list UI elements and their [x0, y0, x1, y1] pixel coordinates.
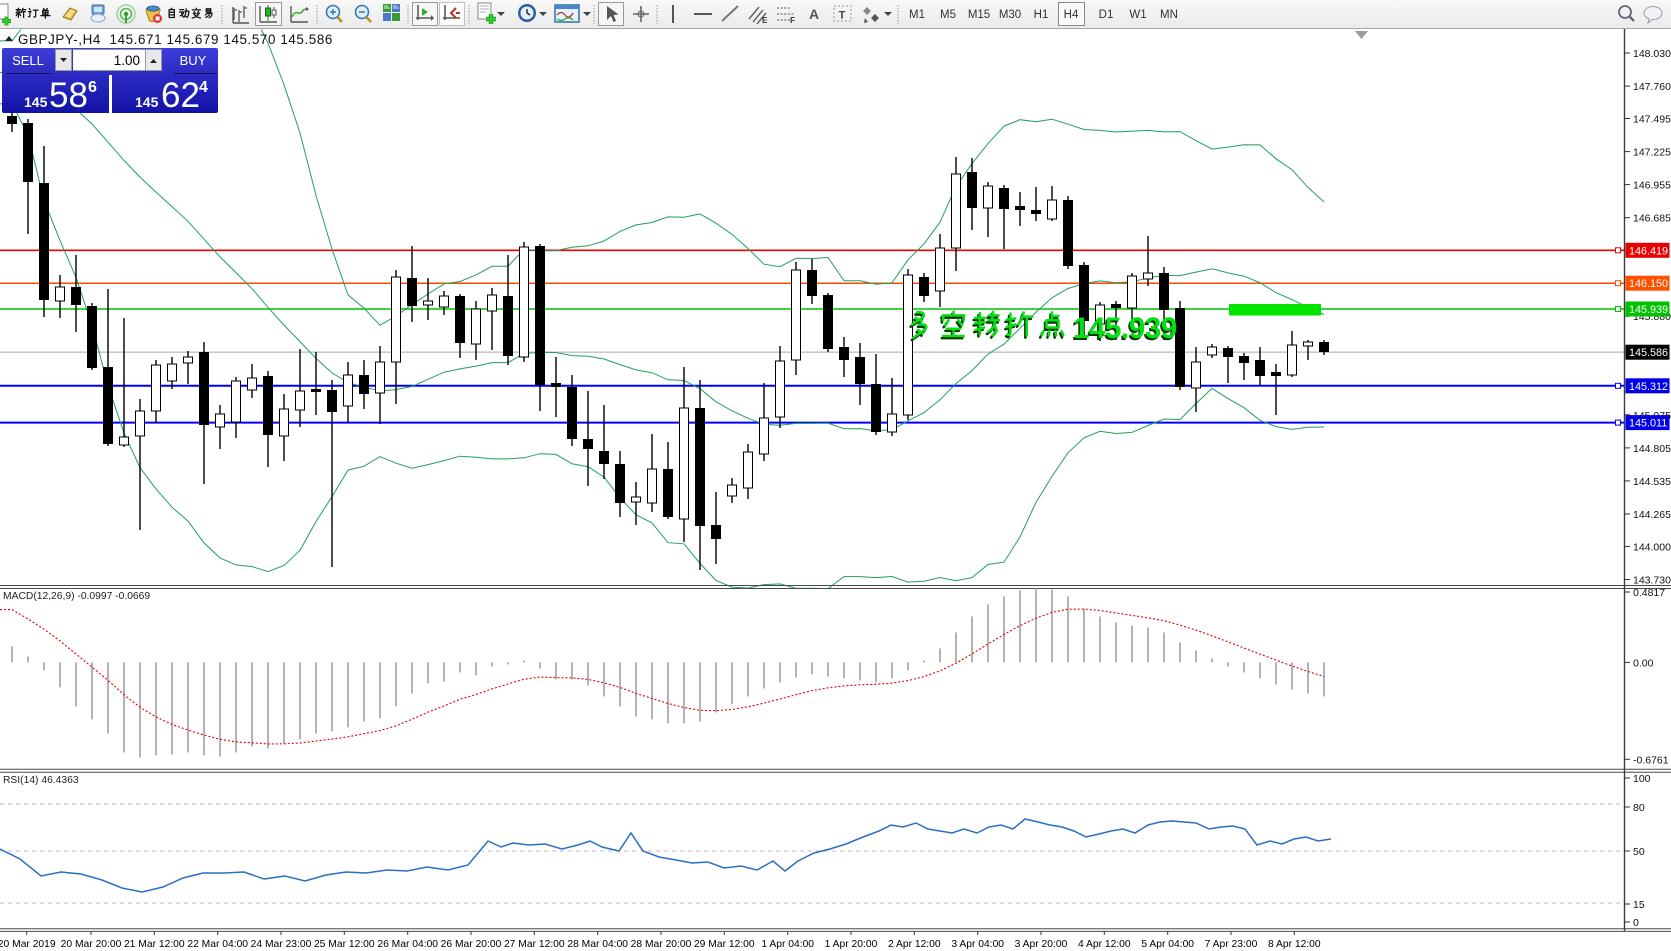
svg-text:144.000: 144.000: [1633, 541, 1671, 553]
svg-text:0.00: 0.00: [1633, 657, 1654, 669]
svg-text:28 Mar 20:00: 28 Mar 20:00: [631, 939, 692, 950]
svg-text:2 Apr 12:00: 2 Apr 12:00: [888, 939, 941, 950]
svg-text:147.495: 147.495: [1633, 114, 1671, 126]
svg-text:29 Mar 12:00: 29 Mar 12:00: [694, 939, 755, 950]
svg-text:H1: H1: [1034, 9, 1049, 21]
svg-text:24 Mar 23:00: 24 Mar 23:00: [251, 939, 312, 950]
svg-text:3 Apr 04:00: 3 Apr 04:00: [951, 939, 1004, 950]
svg-text:146.419: 146.419: [1629, 245, 1668, 257]
svg-text:27 Mar 12:00: 27 Mar 12:00: [504, 939, 565, 950]
svg-text:148.030: 148.030: [1633, 48, 1671, 60]
svg-text:T: T: [839, 10, 846, 22]
svg-text:26 Mar 04:00: 26 Mar 04:00: [377, 939, 438, 950]
svg-text:-0.6761: -0.6761: [1633, 754, 1669, 766]
svg-text:145.939: 145.939: [1073, 312, 1177, 345]
svg-text:145.312: 145.312: [1629, 381, 1668, 393]
svg-text:E: E: [762, 16, 768, 25]
svg-text:146.150: 146.150: [1629, 278, 1668, 290]
svg-text:D1: D1: [1099, 9, 1114, 21]
svg-text:5 Apr 04:00: 5 Apr 04:00: [1141, 939, 1194, 950]
svg-text:F: F: [790, 16, 795, 25]
svg-text:M5: M5: [940, 9, 956, 21]
svg-text:50: 50: [1633, 846, 1645, 858]
svg-text:145.939: 145.939: [1629, 304, 1668, 316]
svg-text:146.685: 146.685: [1633, 213, 1671, 225]
svg-text:4 Apr 12:00: 4 Apr 12:00: [1078, 939, 1131, 950]
svg-text:80: 80: [1633, 802, 1645, 814]
svg-text:MN: MN: [1160, 9, 1178, 21]
svg-text:145.939: 145.939: [1071, 314, 1175, 347]
svg-text:15: 15: [1633, 899, 1645, 911]
svg-text:A: A: [809, 6, 819, 22]
svg-text:1 Apr 04:00: 1 Apr 04:00: [761, 939, 814, 950]
svg-text:W1: W1: [1129, 9, 1146, 21]
svg-text:M15: M15: [968, 9, 990, 21]
svg-text:0: 0: [1633, 917, 1639, 929]
svg-text:144.535: 144.535: [1633, 476, 1671, 488]
svg-text:145.011: 145.011: [1629, 418, 1667, 430]
svg-text:RSI(14) 46.4363: RSI(14) 46.4363: [3, 775, 79, 786]
svg-text:145.586: 145.586: [1629, 347, 1668, 359]
svg-text:20 Mar 20:00: 20 Mar 20:00: [61, 939, 122, 950]
svg-text:100: 100: [1633, 773, 1651, 785]
svg-text:H4: H4: [1064, 9, 1079, 21]
svg-text:26 Mar 20:00: 26 Mar 20:00: [441, 939, 502, 950]
svg-text:147.225: 147.225: [1633, 147, 1671, 159]
svg-text:7 Apr 23:00: 7 Apr 23:00: [1205, 939, 1258, 950]
svg-text:25 Mar 12:00: 25 Mar 12:00: [314, 939, 375, 950]
svg-text:22 Mar 04:00: 22 Mar 04:00: [187, 939, 248, 950]
svg-text:GBPJPY-,H4 145.671 145.679 14: GBPJPY-,H4 145.671 145.679 145.570 145.5…: [18, 32, 333, 47]
svg-text:MACD(12,26,9) -0.0997 -0.0669: MACD(12,26,9) -0.0997 -0.0669: [3, 591, 150, 602]
svg-text:M30: M30: [999, 9, 1021, 21]
svg-text:146.955: 146.955: [1633, 180, 1671, 192]
svg-text:144.265: 144.265: [1633, 509, 1671, 521]
svg-text:M1: M1: [909, 9, 925, 21]
svg-text:143.730: 143.730: [1633, 574, 1671, 586]
svg-text:21 Mar 12:00: 21 Mar 12:00: [124, 939, 185, 950]
svg-text:8 Apr 12:00: 8 Apr 12:00: [1268, 939, 1321, 950]
svg-text:28 Mar 04:00: 28 Mar 04:00: [567, 939, 628, 950]
svg-text:147.760: 147.760: [1633, 81, 1671, 93]
svg-text:3 Apr 20:00: 3 Apr 20:00: [1015, 939, 1068, 950]
svg-text:1 Apr 20:00: 1 Apr 20:00: [825, 939, 878, 950]
svg-text:144.805: 144.805: [1633, 443, 1671, 455]
svg-text:0.4817: 0.4817: [1633, 587, 1665, 599]
svg-text:20 Mar 2019: 20 Mar 2019: [0, 939, 56, 950]
